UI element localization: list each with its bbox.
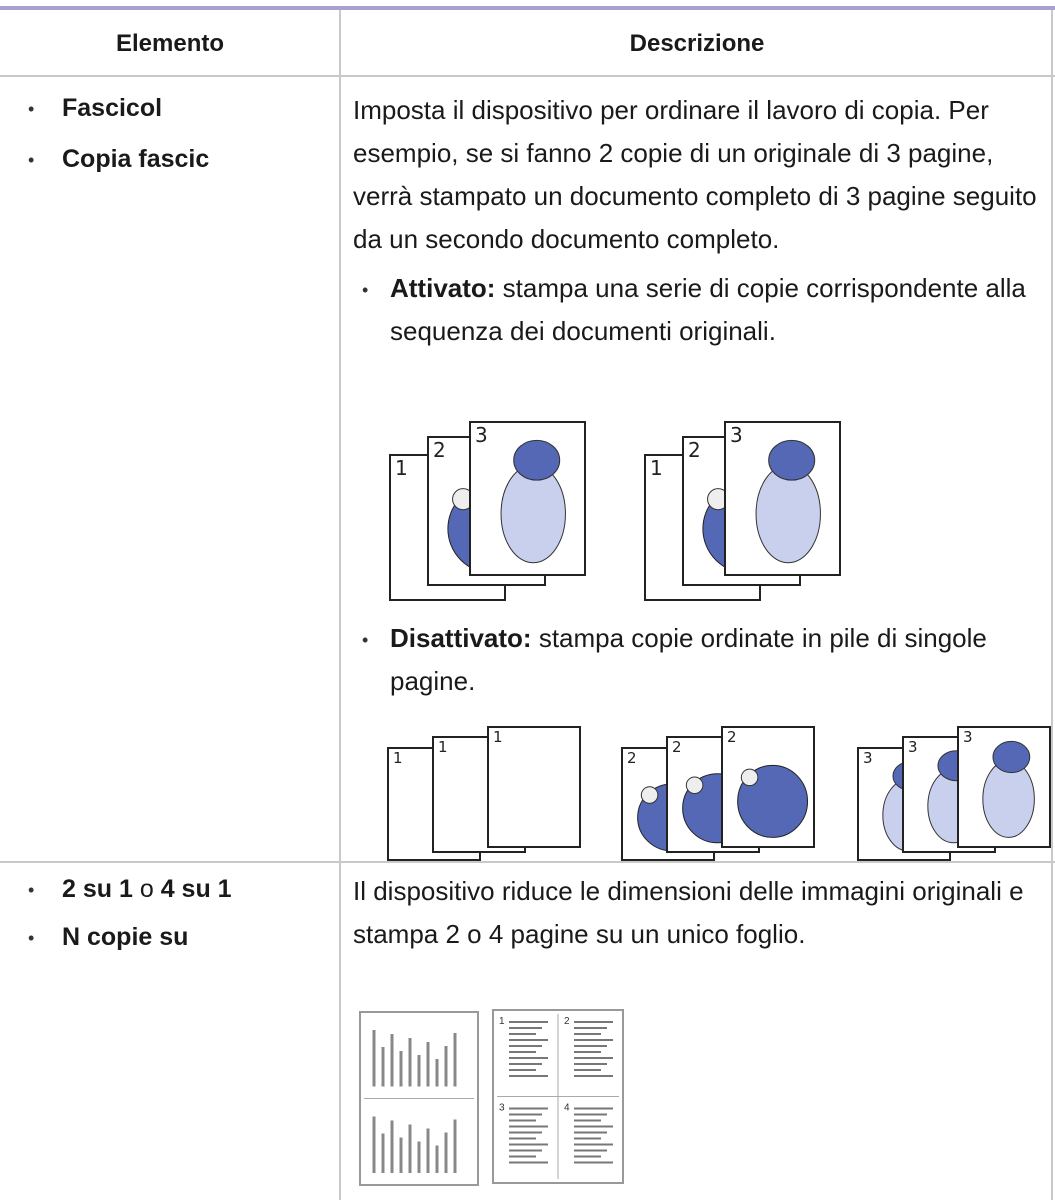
page-number: 1 [493, 728, 503, 746]
page-sheet [957, 726, 1051, 848]
page-sheet [721, 726, 815, 848]
apple [637, 783, 709, 852]
bullet: • [362, 280, 369, 300]
header-cell: Descrizione [629, 30, 765, 57]
carrot [882, 778, 935, 852]
page-sheet [666, 736, 760, 853]
worm [707, 488, 730, 511]
page-sheet [389, 454, 506, 601]
apple [447, 483, 538, 574]
carrot-leaves [937, 750, 976, 782]
page-number: 2 [627, 749, 637, 767]
page-sheet [644, 454, 761, 601]
item-part: 2 su 1 [62, 875, 133, 903]
option-term: Disattivato: [390, 623, 532, 653]
page-sheet [427, 436, 546, 586]
page-sheet [621, 747, 715, 861]
option: Disattivato: stampa copie ordinate in pi… [390, 617, 1030, 703]
item-label: Fascicol [62, 94, 163, 122]
carrot [982, 760, 1035, 838]
thumbnail [492, 1009, 624, 1184]
row-rule [0, 861, 1055, 863]
carrot-leaves [992, 740, 1031, 774]
page-number: 2 [688, 438, 701, 462]
item-label: 2 su 1 o 4 su 1 [62, 875, 232, 904]
carrot [927, 768, 980, 844]
page-sheet [682, 436, 801, 586]
page-sheet [902, 736, 996, 853]
page-number: 2 [564, 1016, 570, 1027]
item-label: Copia fascic [62, 145, 210, 173]
page-number: 1 [499, 1016, 505, 1027]
column-divider [339, 10, 341, 1200]
page-number: 4 [564, 1103, 570, 1114]
option: Attivato: stampa una serie di copie corr… [390, 267, 1030, 353]
item-label: N copie su [62, 923, 189, 951]
page-number: 1 [393, 749, 403, 767]
page-number: 2 [727, 728, 737, 746]
carrot-leaves [768, 439, 816, 481]
carrot [755, 464, 821, 564]
page-sheet [432, 736, 526, 853]
apple [682, 773, 754, 844]
apple [702, 483, 793, 574]
item-part: 4 su 1 [160, 875, 232, 903]
page-number: 3 [963, 728, 973, 746]
page-sheet [387, 747, 481, 861]
carrot-leaves [513, 439, 561, 481]
worm [685, 776, 704, 795]
page-number: 1 [438, 738, 448, 756]
page-number: 2 [672, 738, 682, 756]
carrot-leaves [892, 760, 931, 792]
page-sheet [857, 747, 951, 861]
worm [452, 488, 475, 511]
bullet: • [28, 928, 35, 948]
top-rule [0, 6, 1055, 10]
page-number: 3 [475, 423, 488, 447]
apple [737, 764, 809, 838]
page-number: 1 [650, 456, 663, 480]
carrot [500, 464, 566, 564]
worm [640, 786, 659, 804]
page-number: 2 [433, 438, 446, 462]
thumbnail [359, 1011, 479, 1186]
item-part: o [139, 875, 154, 903]
right-border [1051, 10, 1053, 1200]
page-sheet [724, 421, 841, 576]
page-number: 3 [908, 738, 918, 756]
page-number: 3 [499, 1103, 505, 1114]
option-text: stampa una serie di copie corrispondente… [390, 273, 1026, 346]
description: Imposta il dispositivo per ordinare il l… [353, 95, 1037, 254]
bullet: • [28, 880, 35, 900]
bullet: • [28, 99, 35, 119]
page-number: 3 [730, 423, 743, 447]
option-term: Attivato: [390, 273, 496, 303]
page-sheet [469, 421, 586, 576]
bullet: • [28, 150, 35, 170]
page-number: 1 [395, 456, 408, 480]
header-cell: Elemento [115, 30, 225, 57]
description: Il dispositivo riduce le dimensioni dell… [353, 876, 1024, 949]
header-rule [0, 75, 1055, 77]
page-sheet [487, 726, 581, 848]
option-text: stampa copie ordinate in pile di singole… [390, 623, 987, 696]
bullet: • [362, 630, 369, 650]
page-number: 3 [863, 749, 873, 767]
worm [740, 768, 759, 787]
